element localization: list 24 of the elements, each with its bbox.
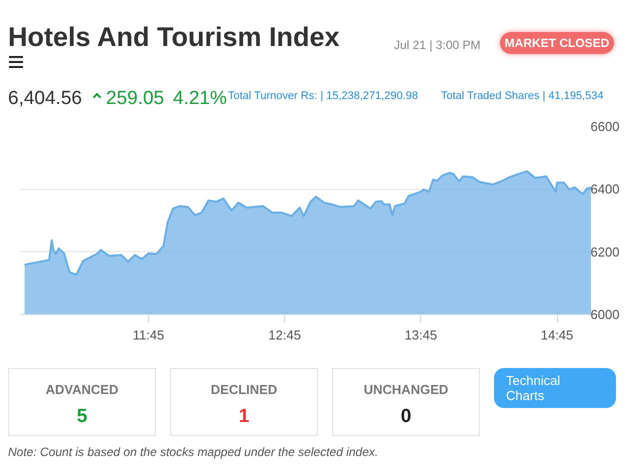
text: 4.21% bbox=[173, 87, 227, 111]
x-tick-label: 11:45 bbox=[132, 328, 164, 342]
y-tick-label: 6000 bbox=[590, 307, 620, 322]
text: DECLINED bbox=[210, 381, 278, 399]
text: ADVANCED bbox=[44, 381, 120, 399]
y-tick-label: 6200 bbox=[590, 244, 620, 260]
text: Note: Count is based on the stocks mapped under the selected index. bbox=[8, 444, 378, 461]
x-tick-label: 13:45 bbox=[404, 328, 438, 342]
chart-title: Hotels And Tourism Index bbox=[8, 21, 340, 54]
x-tick-label: 14:45 bbox=[540, 328, 574, 342]
y-tick-label: 6600 bbox=[590, 119, 620, 134]
text: MARKET CLOSED bbox=[500, 32, 614, 54]
text: Total Traded Shares | 41,195,534 bbox=[441, 89, 604, 104]
text: 1 bbox=[238, 404, 250, 429]
text: 259.05 bbox=[106, 87, 164, 111]
text: Total Turnover Rs: | 15,238,271,290.98 bbox=[228, 89, 418, 104]
text: 6,404.56 bbox=[8, 87, 82, 111]
text: Technical Charts bbox=[494, 368, 616, 408]
y-tick-label: 6400 bbox=[590, 182, 620, 197]
text: 0 bbox=[400, 404, 412, 429]
text: Jul 21 | 3:00 PM bbox=[394, 37, 480, 54]
text: 5 bbox=[76, 404, 88, 429]
text: UNCHANGED bbox=[362, 381, 450, 399]
x-tick-label: 12:45 bbox=[268, 328, 301, 342]
